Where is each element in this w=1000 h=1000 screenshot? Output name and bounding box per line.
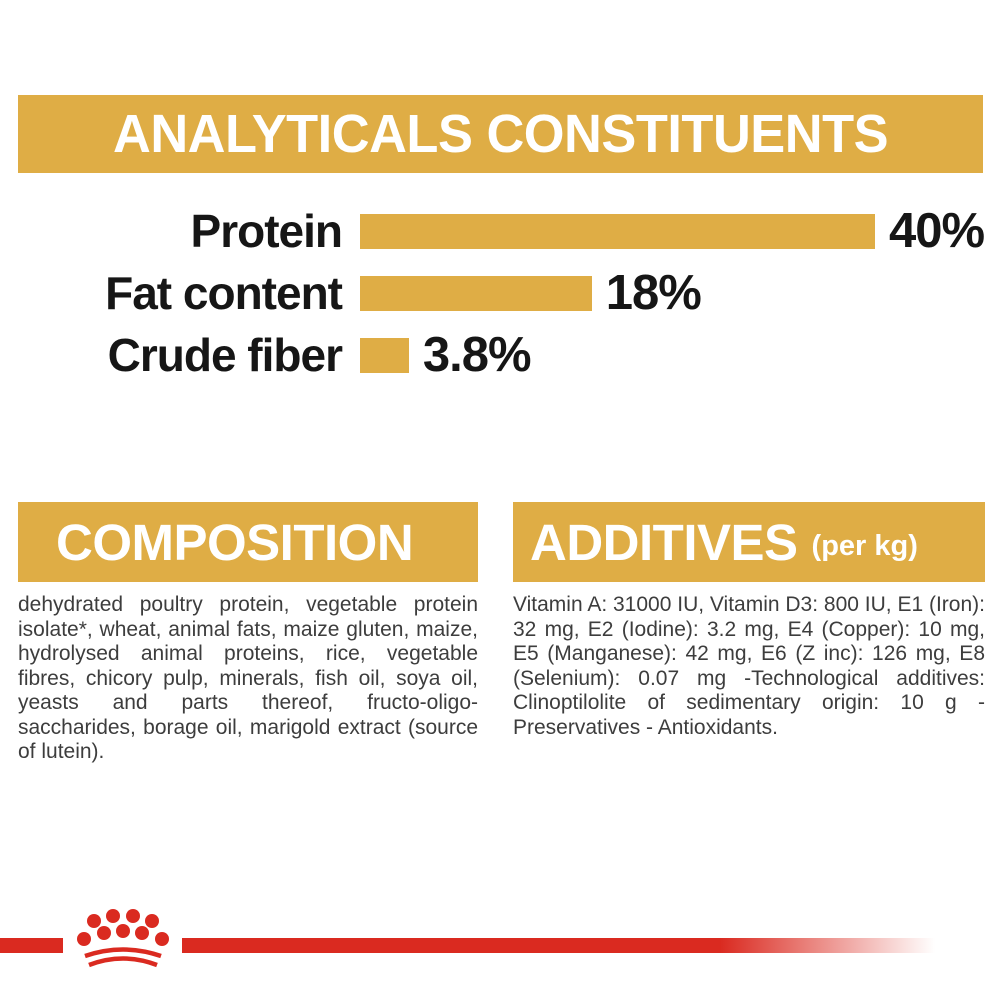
additives-banner: ADDITIVES (per kg) bbox=[513, 502, 985, 582]
chart-value-fat-content: 18% bbox=[605, 266, 702, 320]
chart-bar-crude-fiber bbox=[360, 337, 409, 373]
chart-bar-fat-content bbox=[360, 275, 592, 311]
chart-row-protein: Protein 40% bbox=[0, 200, 1000, 262]
additives-section: ADDITIVES (per kg) Vitamin A: 31000 IU, … bbox=[513, 502, 985, 740]
composition-title: COMPOSITION bbox=[56, 513, 414, 571]
analytical-constituents-chart: Protein 40% Fat content 18% Crude fiber … bbox=[0, 200, 1000, 386]
chart-value-protein: 40% bbox=[889, 204, 985, 258]
composition-text: dehydrated poultry protein, vegetable pr… bbox=[18, 593, 478, 763]
analyticals-constituents-banner: ANALYTICALS CONSTITUENTS bbox=[18, 95, 983, 173]
composition-section: COMPOSITION dehydrated poultry protein, … bbox=[18, 502, 478, 765]
additives-text: Vitamin A: 31000 IU, Vitamin D3: 800 IU,… bbox=[513, 593, 985, 739]
analyticals-constituents-title: ANALYTICALS CONSTITUENTS bbox=[112, 104, 889, 164]
royal-canin-crown-icon bbox=[63, 905, 182, 979]
chart-label-fat-content: Fat content bbox=[105, 267, 343, 319]
additives-subtitle: (per kg) bbox=[811, 529, 918, 562]
chart-label-crude-fiber: Crude fiber bbox=[107, 329, 343, 381]
chart-label-protein: Protein bbox=[190, 205, 343, 257]
chart-row-crude-fiber: Crude fiber 3.8% bbox=[0, 324, 1000, 386]
chart-row-fat-content: Fat content 18% bbox=[0, 262, 1000, 324]
chart-bar-protein bbox=[360, 213, 875, 249]
brand-red-line bbox=[0, 938, 1000, 953]
chart-value-crude-fiber: 3.8% bbox=[422, 328, 532, 382]
composition-banner: COMPOSITION bbox=[18, 502, 478, 582]
additives-title: ADDITIVES bbox=[530, 513, 798, 571]
